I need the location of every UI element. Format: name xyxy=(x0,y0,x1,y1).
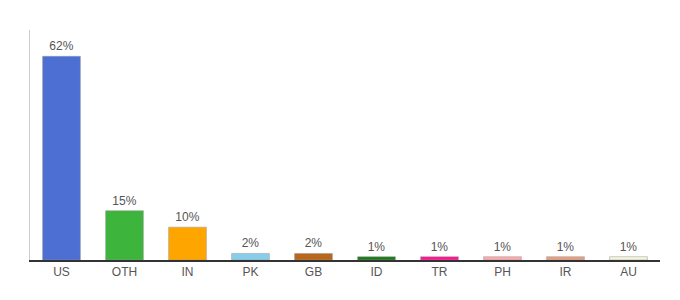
svg-text:AU: AU xyxy=(620,265,637,279)
svg-text:1%: 1% xyxy=(431,240,449,254)
svg-text:PK: PK xyxy=(242,265,258,279)
svg-text:IR: IR xyxy=(560,265,572,279)
svg-text:US: US xyxy=(53,265,70,279)
svg-text:15%: 15% xyxy=(112,194,136,208)
svg-text:2%: 2% xyxy=(305,236,323,250)
svg-text:10%: 10% xyxy=(175,210,199,224)
svg-text:ID: ID xyxy=(371,265,383,279)
svg-text:1%: 1% xyxy=(557,240,575,254)
svg-text:GB: GB xyxy=(305,265,322,279)
svg-text:TR: TR xyxy=(432,265,448,279)
svg-text:1%: 1% xyxy=(620,240,638,254)
svg-text:2%: 2% xyxy=(242,236,260,250)
svg-text:62%: 62% xyxy=(49,39,73,53)
svg-text:IN: IN xyxy=(182,265,194,279)
svg-text:PH: PH xyxy=(494,265,511,279)
svg-text:1%: 1% xyxy=(368,240,386,254)
svg-text:1%: 1% xyxy=(494,240,512,254)
svg-text:OTH: OTH xyxy=(112,265,137,279)
